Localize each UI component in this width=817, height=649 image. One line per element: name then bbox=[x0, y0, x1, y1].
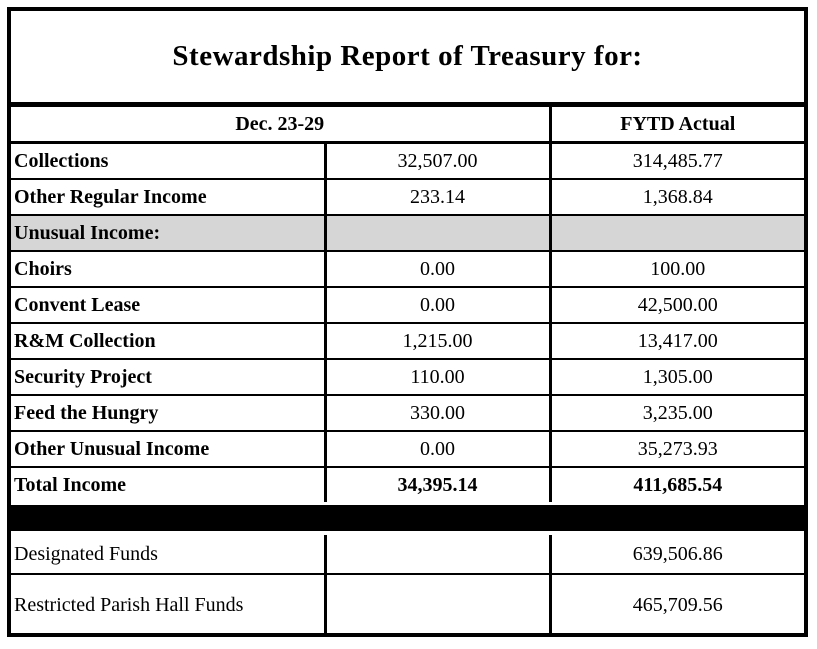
week-value: 0.00 bbox=[323, 250, 551, 287]
row-label: Other Regular Income bbox=[11, 178, 325, 215]
table-row-collections: Collections 32,507.00 314,485.77 bbox=[11, 141, 805, 179]
header-fytd-actual: FYTD Actual bbox=[548, 107, 805, 144]
fytd-value: 100.00 bbox=[548, 250, 805, 287]
fytd-value: 13,417.00 bbox=[548, 322, 805, 359]
fytd-value: 465,709.56 bbox=[548, 573, 804, 635]
table-row-other-regular-income: Other Regular Income 233.14 1,368.84 bbox=[11, 178, 805, 215]
header-period: Dec. 23-29 bbox=[11, 107, 551, 144]
table-row-restricted-parish-hall-funds: Restricted Parish Hall Funds 465,709.56 bbox=[11, 573, 804, 635]
title-box: Stewardship Report of Treasury for: bbox=[11, 11, 804, 107]
treasury-table: Dec. 23-29 FYTD Actual Collections 32,50… bbox=[11, 107, 805, 502]
row-label: Designated Funds bbox=[14, 542, 158, 565]
table-row-rm-collection: R&M Collection 1,215.00 13,417.00 bbox=[11, 322, 805, 359]
week-value: 1,215.00 bbox=[323, 322, 551, 359]
funds-table: Designated Funds 639,506.86 Restricted P… bbox=[11, 535, 804, 635]
row-label: Total Income bbox=[11, 466, 325, 502]
fytd-value: 3,235.00 bbox=[548, 394, 805, 431]
table-row-designated-funds: Designated Funds 639,506.86 bbox=[11, 535, 804, 574]
row-label: Feed the Hungry bbox=[11, 394, 325, 431]
week-value bbox=[323, 214, 551, 251]
row-label: R&M Collection bbox=[11, 322, 325, 359]
separator-bar bbox=[11, 505, 804, 531]
table-row-other-unusual-income: Other Unusual Income 0.00 35,273.93 bbox=[11, 430, 805, 467]
fytd-value: 35,273.93 bbox=[548, 430, 805, 467]
row-label: Convent Lease bbox=[11, 286, 325, 323]
week-value: 0.00 bbox=[323, 430, 551, 467]
page-title: Stewardship Report of Treasury for: bbox=[172, 40, 643, 72]
table-row-security-project: Security Project 110.00 1,305.00 bbox=[11, 358, 805, 395]
table-row-unusual-income-section: Unusual Income: bbox=[11, 214, 805, 251]
week-value bbox=[323, 535, 550, 574]
fytd-value: 639,506.86 bbox=[548, 535, 804, 574]
week-value: 32,507.00 bbox=[323, 141, 551, 179]
table-row-convent-lease: Convent Lease 0.00 42,500.00 bbox=[11, 286, 805, 323]
fytd-value: 42,500.00 bbox=[548, 286, 805, 323]
fytd-value bbox=[548, 214, 805, 251]
week-value: 110.00 bbox=[323, 358, 551, 395]
table-row-feed-the-hungry: Feed the Hungry 330.00 3,235.00 bbox=[11, 394, 805, 431]
section-label: Unusual Income: bbox=[11, 214, 325, 251]
table-row-choirs: Choirs 0.00 100.00 bbox=[11, 250, 805, 287]
fytd-value: 314,485.77 bbox=[548, 141, 805, 179]
row-label: Security Project bbox=[11, 358, 325, 395]
week-value: 34,395.14 bbox=[323, 466, 551, 502]
fytd-value: 1,305.00 bbox=[548, 358, 805, 395]
row-label: Collections bbox=[11, 141, 325, 179]
fytd-value: 411,685.54 bbox=[548, 466, 805, 502]
table-row-total-income: Total Income 34,395.14 411,685.54 bbox=[11, 466, 805, 502]
treasury-report: Stewardship Report of Treasury for: Dec.… bbox=[7, 7, 808, 637]
week-value bbox=[323, 573, 550, 635]
row-label: Other Unusual Income bbox=[11, 430, 325, 467]
fytd-value: 1,368.84 bbox=[548, 178, 805, 215]
week-value: 0.00 bbox=[323, 286, 551, 323]
row-label: Choirs bbox=[11, 250, 325, 287]
week-value: 330.00 bbox=[323, 394, 551, 431]
table-header-row: Dec. 23-29 FYTD Actual bbox=[11, 107, 805, 144]
week-value: 233.14 bbox=[323, 178, 551, 215]
row-label: Restricted Parish Hall Funds bbox=[11, 573, 325, 635]
